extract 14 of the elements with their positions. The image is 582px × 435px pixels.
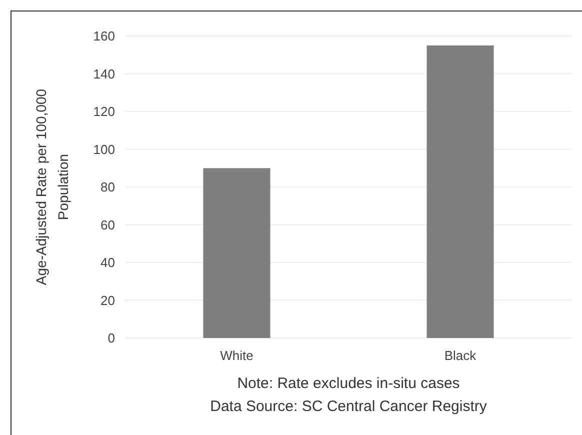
y-tick-label: 0 [108,330,115,346]
x-tick-label: White [220,348,254,363]
y-tick-label: 40 [100,255,115,270]
y-tick-label: 140 [93,66,115,82]
y-tick-label: 60 [100,217,115,232]
y-tick-label: 80 [100,180,115,195]
source-note: Data Source: SC Central Cancer Registry [210,398,488,415]
x-tick-label: Black [444,348,477,363]
y-tick-label: 160 [93,28,115,44]
y-axis-title: Age-Adjusted Rate per 100,000 Population [33,88,71,286]
text: Note: Rate excludes in-situ cases [237,375,460,392]
y-tick-label: 20 [100,292,115,308]
y-tick-label: 100 [93,142,115,157]
y-tick-label: 120 [93,104,115,120]
